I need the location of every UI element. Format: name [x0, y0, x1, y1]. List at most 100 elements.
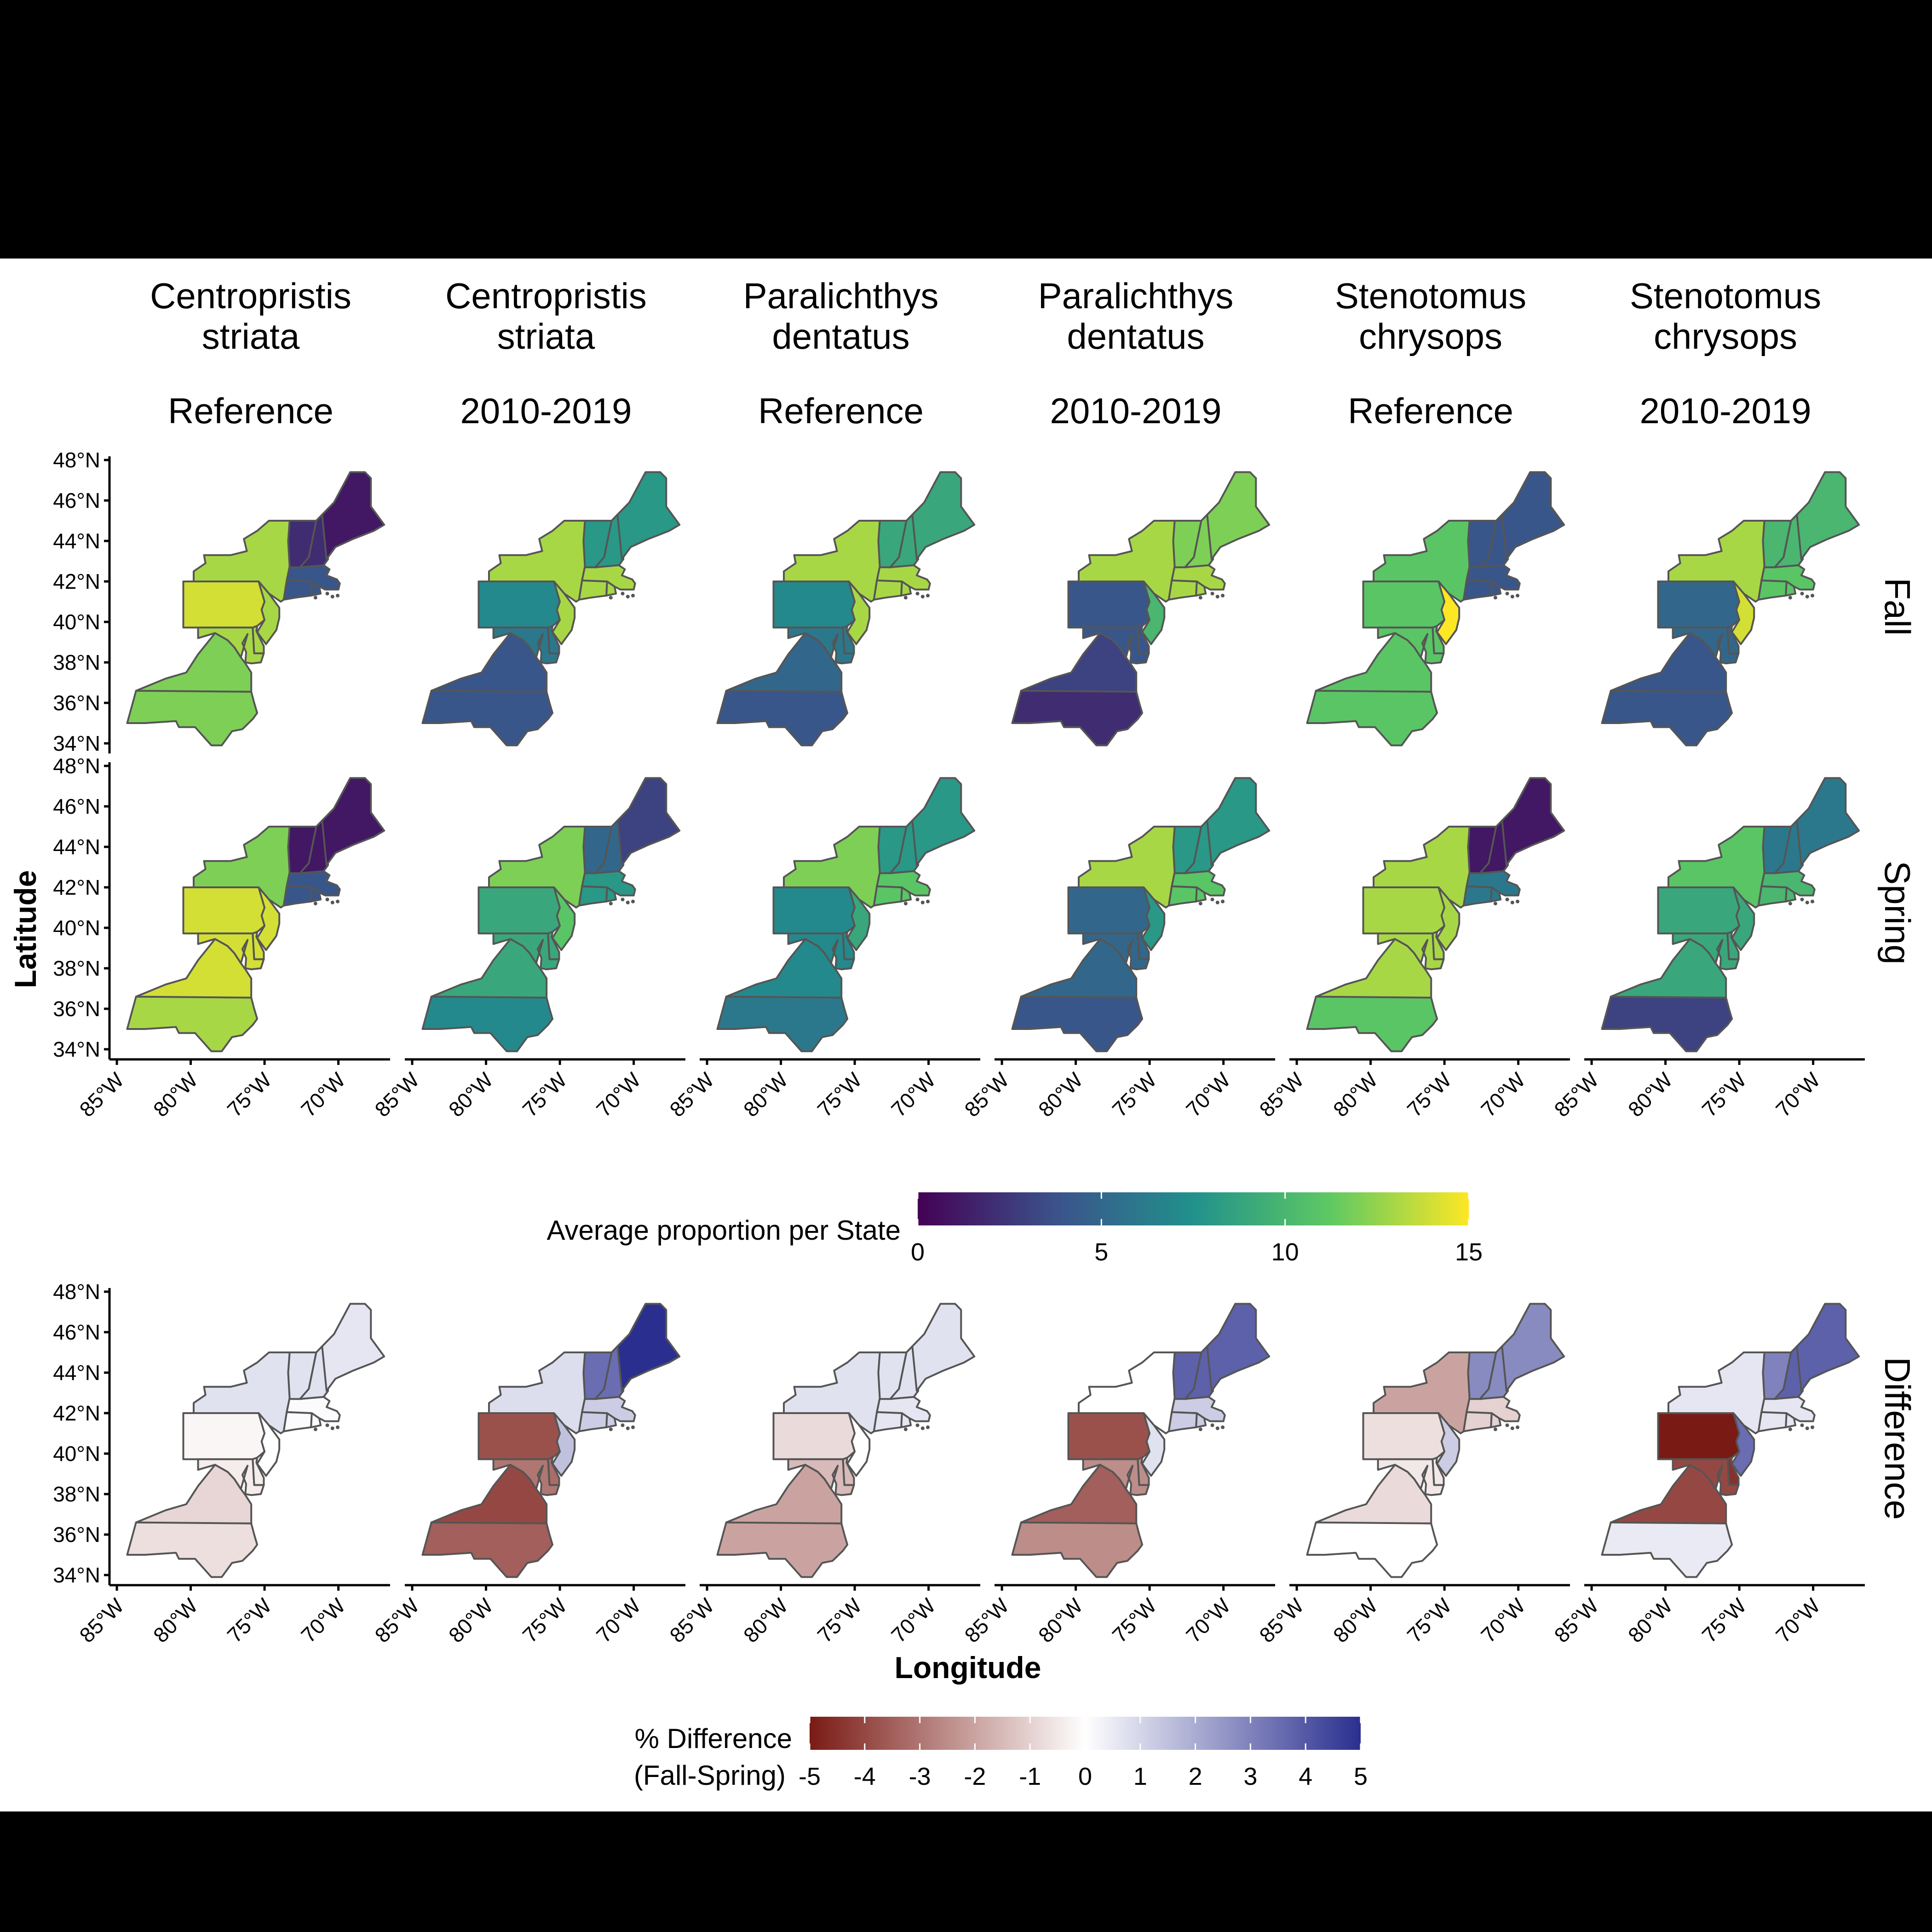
island-marker	[920, 595, 925, 598]
state-nj	[256, 581, 281, 645]
state-de	[252, 625, 265, 655]
state-nj	[1141, 581, 1166, 645]
state-de	[1726, 931, 1740, 960]
state-nj	[1731, 581, 1755, 645]
state-ct	[578, 885, 608, 907]
proportion-tick-label: 5	[1094, 1238, 1108, 1266]
y-tick-label: 34°N	[53, 1037, 100, 1061]
state-de	[1726, 625, 1740, 655]
column-species-line2: chrysops	[1654, 316, 1797, 356]
state-me	[616, 1303, 681, 1392]
island-marker	[1215, 1426, 1219, 1430]
state-me	[1206, 777, 1271, 866]
difference-tick-label: -5	[799, 1763, 821, 1790]
y-tick-label: 48°N	[53, 754, 100, 778]
state-de	[1137, 931, 1150, 960]
state-ct	[873, 1411, 903, 1432]
island-marker	[926, 899, 930, 903]
island-marker	[915, 592, 920, 596]
state-ct	[282, 579, 313, 601]
island-marker	[631, 1425, 635, 1429]
state-ct	[1757, 579, 1788, 601]
state-me	[1796, 1303, 1860, 1392]
column-species-line1: Stenotomus	[1630, 276, 1821, 316]
y-tick-label: 46°N	[53, 1320, 100, 1344]
difference-tick-label: -2	[964, 1763, 986, 1790]
y-tick-label: 42°N	[53, 569, 100, 593]
y-tick-label: 36°N	[53, 691, 100, 715]
state-ct	[1462, 579, 1493, 601]
island-marker	[325, 897, 329, 902]
island-marker	[903, 1427, 908, 1432]
island-marker	[926, 1425, 930, 1429]
y-tick-label: 44°N	[53, 1361, 100, 1385]
map-panel	[716, 777, 976, 1052]
island-marker	[609, 1427, 613, 1432]
difference-tick-label: -3	[909, 1763, 931, 1790]
state-nj	[1141, 886, 1166, 951]
island-marker	[915, 1423, 920, 1427]
y-tick-label: 36°N	[53, 997, 100, 1021]
state-nj	[1436, 581, 1460, 645]
difference-legend-title-line1: % Difference	[635, 1723, 792, 1754]
map-panel	[421, 777, 681, 1052]
state-ct	[1167, 885, 1198, 907]
state-nj	[1141, 1412, 1166, 1477]
island-marker	[1493, 596, 1497, 600]
state-ny	[783, 826, 881, 908]
island-marker	[626, 901, 630, 904]
map-panel	[421, 471, 681, 747]
state-ct	[1167, 579, 1198, 601]
island-marker	[1800, 1423, 1804, 1427]
island-marker	[325, 592, 329, 596]
state-ny	[1668, 520, 1765, 603]
state-me	[616, 471, 681, 560]
column-species-line2: chrysops	[1359, 316, 1502, 356]
island-marker	[1800, 592, 1804, 596]
state-ny	[1373, 826, 1471, 908]
island-marker	[1493, 902, 1497, 906]
island-marker	[313, 1427, 317, 1432]
map-panel	[1011, 1303, 1271, 1578]
state-ct	[1167, 1411, 1198, 1432]
state-ct	[578, 579, 608, 601]
proportion-legend: Average proportion per State 0 5 10 15	[547, 1192, 1483, 1266]
column-period: Reference	[758, 391, 924, 431]
state-ny	[783, 520, 881, 603]
island-marker	[1210, 592, 1214, 596]
island-marker	[1221, 899, 1225, 903]
island-marker	[920, 1426, 925, 1430]
state-me	[1206, 471, 1271, 560]
state-pa	[182, 1412, 266, 1460]
state-ct	[1462, 885, 1493, 907]
state-de	[547, 625, 560, 655]
map-panel	[1601, 777, 1860, 1052]
column-species-line2: dentatus	[1067, 316, 1204, 356]
island-marker	[313, 596, 317, 600]
y-tick-label: 38°N	[53, 650, 100, 674]
island-marker	[626, 1426, 630, 1430]
island-marker	[336, 593, 340, 598]
column-headers: CentropristisstriataReferenceCentroprist…	[150, 276, 1821, 431]
state-de	[252, 931, 265, 960]
island-marker	[1805, 901, 1809, 904]
state-ny	[1668, 1351, 1765, 1434]
state-pa	[1657, 581, 1741, 629]
difference-tick-label: 0	[1078, 1763, 1092, 1790]
state-pa	[772, 886, 856, 935]
column-species-line1: Paralichthys	[743, 276, 939, 316]
island-marker	[626, 595, 630, 598]
state-ny	[1373, 520, 1471, 603]
row-label: Spring	[1877, 861, 1918, 964]
map-panel	[1011, 777, 1271, 1052]
island-marker	[1215, 901, 1219, 904]
y-tick-label: 40°N	[53, 610, 100, 634]
state-nj	[846, 581, 871, 645]
state-ny	[193, 826, 291, 908]
island-marker	[609, 902, 613, 906]
column-species-line1: Paralichthys	[1038, 276, 1234, 316]
y-tick-label: 48°N	[53, 448, 100, 472]
state-ct	[873, 885, 903, 907]
state-me	[1796, 777, 1860, 866]
state-ny	[1668, 826, 1765, 908]
